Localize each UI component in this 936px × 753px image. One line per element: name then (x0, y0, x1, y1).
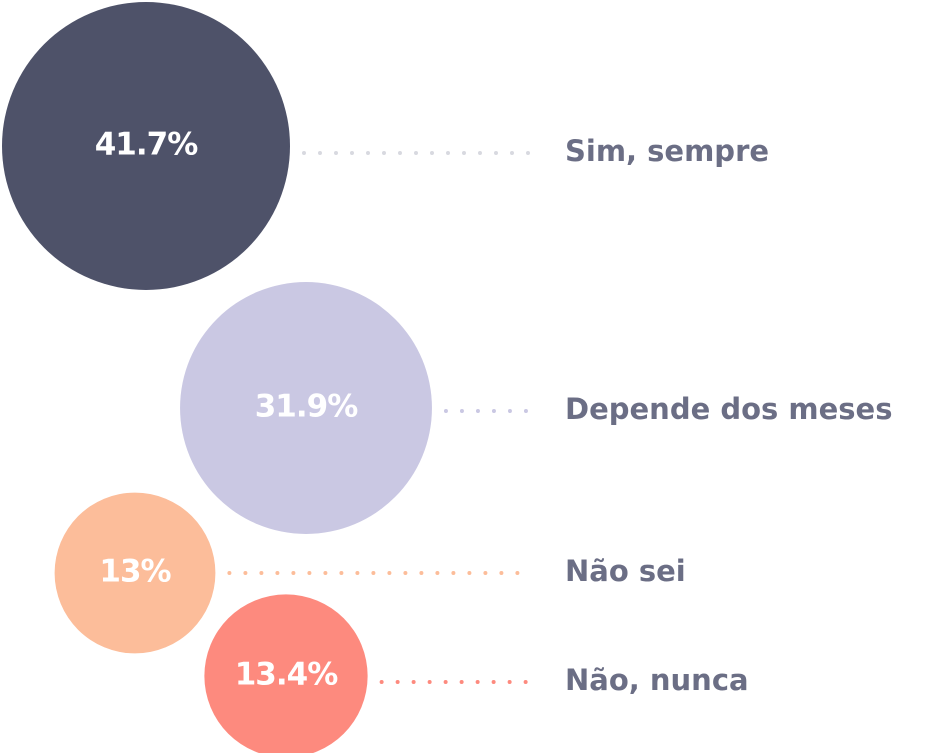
bubble (180, 282, 432, 534)
category-label: Não sei (565, 554, 686, 588)
category-label: Depende dos meses (565, 392, 892, 426)
category-label: Sim, sempre (565, 134, 769, 168)
bubble (54, 492, 216, 654)
value-label: 13.4% (235, 657, 338, 693)
value-label: 41.7% (95, 127, 198, 163)
bubble (2, 2, 290, 290)
value-label: 31.9% (255, 389, 358, 425)
category-label: Não, nunca (565, 663, 749, 697)
value-label: 13% (99, 554, 171, 590)
bubble (204, 594, 368, 753)
